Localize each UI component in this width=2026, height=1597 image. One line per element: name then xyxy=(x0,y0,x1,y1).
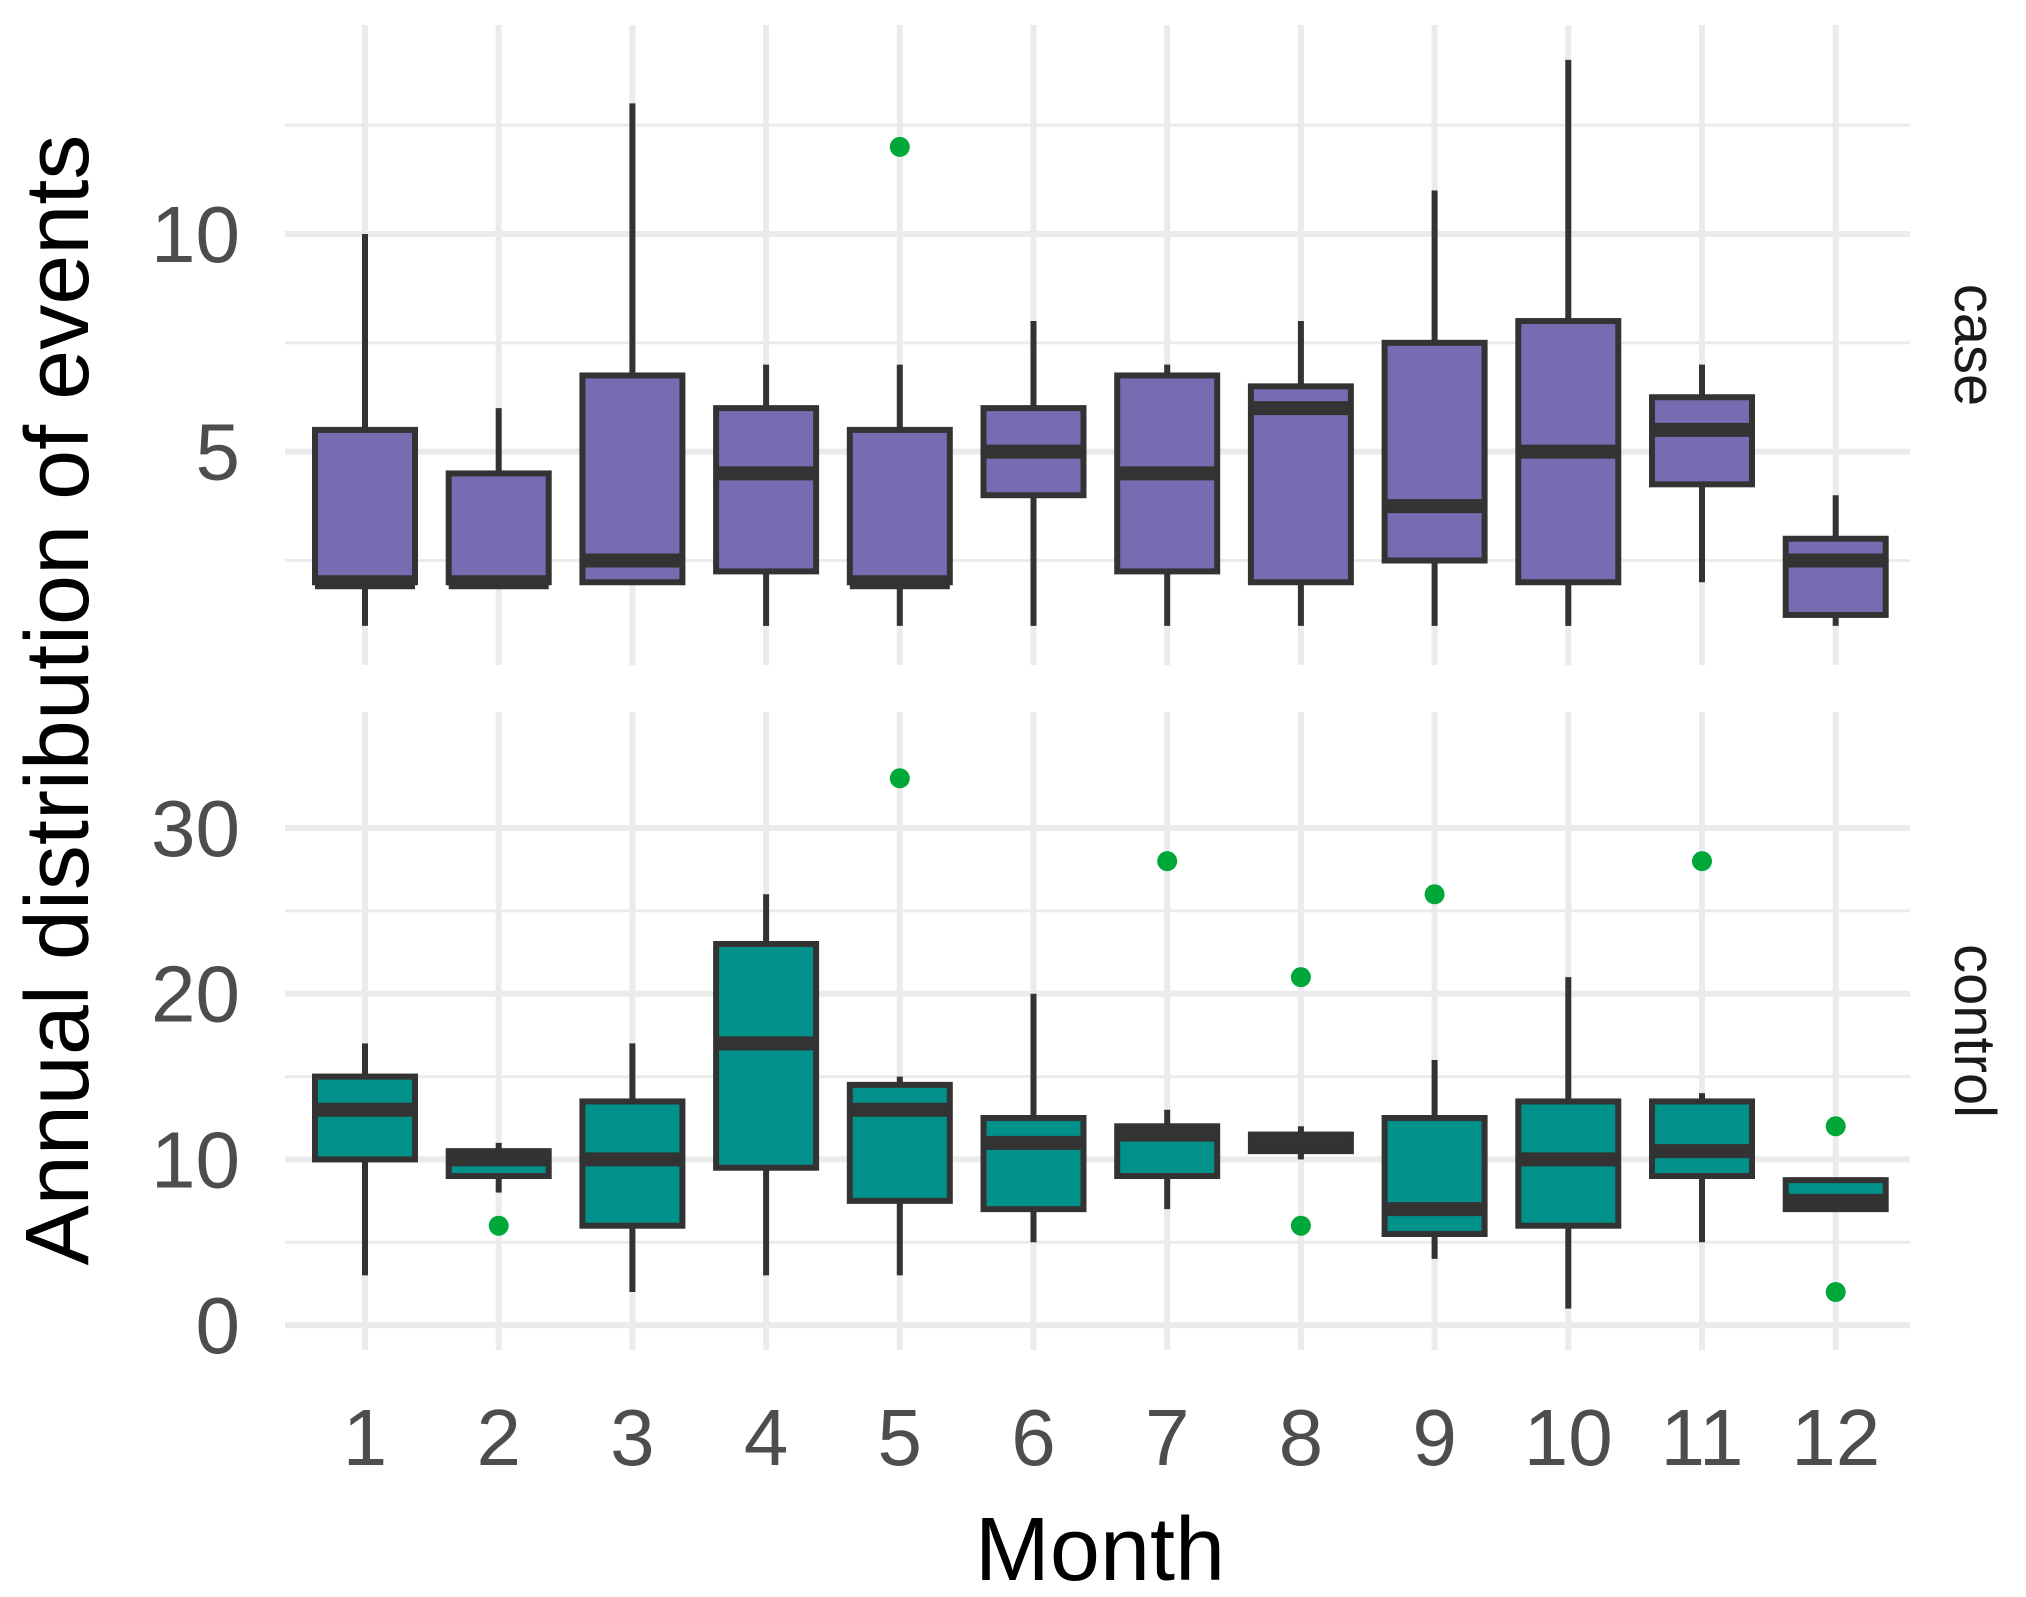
iqr-box xyxy=(846,1081,953,1204)
x-tick-label: 7 xyxy=(1145,1393,1190,1482)
iqr-box xyxy=(1649,1098,1755,1180)
box-control-month-10 xyxy=(1515,977,1622,1309)
outlier-point xyxy=(1424,884,1445,905)
box-case-month-6 xyxy=(980,321,1087,626)
iqr-box xyxy=(1381,1115,1488,1237)
outlier-point xyxy=(1825,1282,1846,1302)
x-tick-label: 9 xyxy=(1412,1393,1457,1482)
y-tick-label: 0 xyxy=(196,1281,241,1370)
box-control-month-6 xyxy=(980,993,1087,1243)
box-case-month-5 xyxy=(846,136,953,626)
y-tick-label: 30 xyxy=(151,784,240,873)
box-case-month-12 xyxy=(1782,495,1889,626)
outlier-point xyxy=(1692,851,1712,872)
box-control-month-7 xyxy=(1114,851,1221,1210)
iqr-box xyxy=(1649,394,1755,488)
iqr-box xyxy=(713,941,820,1171)
panel-case: 5 10 case xyxy=(151,25,2007,665)
iqr-box xyxy=(579,372,686,586)
outlier-point xyxy=(1290,967,1311,988)
x-tick-label: 3 xyxy=(610,1393,655,1482)
iqr-box xyxy=(445,470,552,586)
x-tick-label: 1 xyxy=(343,1393,388,1482)
y-tick-label: 10 xyxy=(151,190,240,279)
box-case-month-8 xyxy=(1247,321,1354,626)
box-case-month-10 xyxy=(1515,59,1622,626)
box-control-month-3 xyxy=(579,1043,686,1292)
box-control-month-1 xyxy=(312,1043,418,1276)
box-case-month-7 xyxy=(1114,364,1221,626)
box-control-month-4 xyxy=(713,894,820,1276)
outlier-point xyxy=(488,1215,509,1236)
outlier-point xyxy=(1157,851,1178,872)
x-tick-label: 5 xyxy=(878,1393,923,1482)
strip-label-control: control xyxy=(1942,944,2007,1118)
x-tick-label: 4 xyxy=(744,1393,789,1482)
y-tick-label: 10 xyxy=(151,1115,240,1204)
box-case-month-3 xyxy=(579,103,686,586)
box-case-month-11 xyxy=(1649,364,1755,583)
y-tick-label: 5 xyxy=(196,408,241,497)
outlier-point xyxy=(889,768,910,789)
iqr-box xyxy=(713,405,820,575)
iqr-box xyxy=(312,426,418,586)
iqr-box xyxy=(1381,339,1488,564)
x-tick-label: 6 xyxy=(1011,1393,1056,1482)
box-control-month-11 xyxy=(1649,851,1755,1243)
box-case-month-1 xyxy=(312,233,418,626)
iqr-box xyxy=(1247,383,1354,586)
x-tick-label: 10 xyxy=(1524,1393,1613,1482)
box-control-month-12 xyxy=(1782,1116,1889,1302)
outlier-point xyxy=(1825,1116,1846,1137)
iqr-box xyxy=(1782,535,1889,618)
iqr-box xyxy=(846,426,953,586)
x-tick-label: 12 xyxy=(1791,1393,1880,1482)
x-tick-label: 2 xyxy=(476,1393,521,1482)
strip-label-case: case xyxy=(1942,284,2007,407)
box-case-month-9 xyxy=(1381,190,1488,626)
x-axis-title: Month xyxy=(975,1500,1225,1597)
box-control-month-5 xyxy=(846,768,953,1276)
outlier-point xyxy=(1290,1215,1311,1236)
box-control-month-8 xyxy=(1247,967,1354,1236)
outlier-point xyxy=(889,136,910,157)
y-axis-title: Annual distribution of events xyxy=(8,135,108,1266)
box-case-month-4 xyxy=(713,364,820,626)
box-control-month-9 xyxy=(1381,884,1488,1259)
x-tick-label: 11 xyxy=(1660,1393,1743,1482)
y-tick-label: 20 xyxy=(151,950,240,1039)
box-case-month-2 xyxy=(445,408,552,590)
x-tick-label: 8 xyxy=(1279,1393,1324,1482)
x-axis: 1 2 3 4 5 6 7 8 9 10 11 12 xyxy=(343,1393,1880,1482)
iqr-box xyxy=(312,1073,418,1163)
panel-control: 0 10 20 30 control xyxy=(151,712,2007,1370)
iqr-box xyxy=(980,1115,1087,1213)
box-control-month-2 xyxy=(445,1142,552,1236)
